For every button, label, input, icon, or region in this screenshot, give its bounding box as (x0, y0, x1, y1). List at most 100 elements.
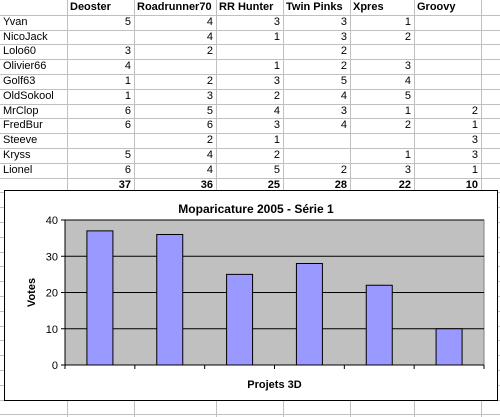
voter-name-cell[interactable]: Steeve (3, 134, 38, 146)
vote-cell[interactable]: 5 (273, 164, 280, 176)
vote-cell[interactable]: 3 (340, 16, 347, 28)
vote-cell[interactable]: 3 (471, 149, 478, 161)
voter-name-cell[interactable]: OldSokool (3, 90, 54, 102)
vote-cell[interactable]: 2 (206, 75, 213, 87)
vote-cell[interactable]: 4 (340, 90, 347, 102)
vote-cell[interactable]: 4 (273, 105, 280, 117)
column-header-cell[interactable]: Xpres (353, 1, 384, 13)
vote-cell[interactable]: 4 (206, 31, 213, 43)
total-cell[interactable]: 10 (465, 179, 478, 191)
vote-cell[interactable]: 6 (124, 105, 131, 117)
vote-cell[interactable]: 4 (124, 60, 131, 72)
vote-cell[interactable]: 2 (273, 90, 280, 102)
vote-cell[interactable]: 2 (340, 60, 347, 72)
vote-cell[interactable]: 1 (404, 149, 411, 161)
vote-cell[interactable] (414, 59, 481, 74)
bar-chart: Moparicature 2005 - Série 1 0 10 20 30 40 Proj… (26, 202, 485, 391)
column-header-cell[interactable]: Roadrunner70 (137, 1, 212, 13)
vote-cell[interactable]: 5 (124, 149, 131, 161)
vote-cell[interactable]: 1 (404, 16, 411, 28)
vote-cell[interactable]: 5 (124, 16, 131, 28)
vote-cell[interactable]: 1 (124, 75, 131, 87)
vote-cell[interactable]: 4 (206, 149, 213, 161)
voter-name-cell[interactable]: Olivier66 (3, 60, 47, 72)
total-cell[interactable]: 36 (200, 179, 213, 191)
vote-cell[interactable]: 3 (273, 119, 280, 131)
vote-cell[interactable] (283, 133, 350, 148)
vote-cell[interactable]: 5 (340, 75, 347, 87)
vote-cell[interactable]: 3 (471, 134, 478, 146)
vote-cell[interactable]: 6 (206, 119, 213, 131)
row-gridline (0, 118, 500, 119)
vote-cell[interactable]: 2 (404, 119, 411, 131)
vote-cell[interactable]: 5 (206, 105, 213, 117)
bar-groovy (435, 328, 463, 366)
vote-cell[interactable]: 2 (340, 45, 347, 57)
vote-cell[interactable]: 4 (340, 119, 347, 131)
voter-name-cell[interactable]: Golf63 (3, 75, 36, 87)
vote-cell[interactable]: 4 (404, 75, 411, 87)
row-gridline (0, 59, 500, 60)
total-cell[interactable]: 25 (267, 179, 280, 191)
vote-cell[interactable] (134, 59, 216, 74)
vote-cell[interactable]: 2 (404, 31, 411, 43)
vote-cell[interactable] (414, 44, 481, 59)
vote-cell[interactable]: 1 (273, 134, 280, 146)
vote-cell[interactable] (283, 148, 350, 163)
column-header-cell[interactable]: Deoster (70, 1, 111, 13)
vote-cell[interactable]: 2 (206, 45, 213, 57)
voter-name-cell[interactable]: Kryss (3, 149, 31, 161)
vote-cell[interactable] (414, 89, 481, 104)
vote-cell[interactable]: 1 (124, 90, 131, 102)
vote-cell[interactable]: 2 (471, 105, 478, 117)
voter-name-cell[interactable]: Yvan (3, 16, 28, 28)
chart-title: Moparicature 2005 - Série 1 (178, 202, 334, 216)
voter-name-cell[interactable]: FredBur (3, 119, 43, 131)
vote-cell[interactable]: 1 (471, 164, 478, 176)
total-cell[interactable]: 22 (398, 179, 411, 191)
vote-cell[interactable]: 3 (124, 45, 131, 57)
vote-cell[interactable]: 2 (206, 134, 213, 146)
row-gridline (0, 414, 500, 415)
vote-cell[interactable] (67, 30, 134, 45)
vote-cell[interactable]: 3 (340, 31, 347, 43)
vote-cell[interactable]: 3 (404, 164, 411, 176)
vote-cell[interactable] (216, 44, 283, 59)
vote-cell[interactable] (414, 15, 481, 30)
vote-cell[interactable]: 3 (404, 60, 411, 72)
voter-name-cell[interactable]: Lionel (3, 164, 33, 176)
voter-name-cell[interactable]: NicoJack (3, 31, 48, 43)
vote-cell[interactable]: 3 (340, 105, 347, 117)
vote-cell[interactable]: 4 (206, 164, 213, 176)
total-cell[interactable]: 28 (334, 179, 347, 191)
vote-cell[interactable]: 2 (340, 164, 347, 176)
vote-cell[interactable]: 4 (206, 16, 213, 28)
vote-cell[interactable]: 3 (206, 90, 213, 102)
vote-cell[interactable]: 5 (404, 90, 411, 102)
vote-cell[interactable]: 2 (273, 149, 280, 161)
voter-name-cell[interactable]: MrClop (3, 105, 39, 117)
row-gridline (0, 104, 500, 105)
vote-cell[interactable]: 6 (124, 164, 131, 176)
y-tick-label: 10 (46, 324, 58, 336)
total-cell[interactable]: 37 (118, 179, 131, 191)
vote-cell[interactable] (414, 30, 481, 45)
column-header-cell[interactable]: Groovy (417, 1, 456, 13)
bar-deoster (86, 230, 114, 366)
vote-cell[interactable]: 1 (273, 60, 280, 72)
vote-cell[interactable]: 1 (471, 119, 478, 131)
voter-name-cell[interactable]: Lolo60 (3, 45, 37, 57)
column-header-cell[interactable]: Twin Pinks (286, 1, 343, 13)
vote-cell[interactable]: 1 (273, 31, 280, 43)
vote-cell[interactable]: 6 (124, 119, 131, 131)
vote-cell[interactable] (350, 44, 414, 59)
embedded-chart[interactable]: Moparicature 2005 - Série 1 0 10 20 30 40 Proj… (4, 190, 498, 401)
column-header-cell[interactable]: RR Hunter (219, 1, 274, 13)
row-gridline (0, 15, 500, 16)
vote-cell[interactable] (350, 133, 414, 148)
vote-cell[interactable] (414, 74, 481, 89)
vote-cell[interactable]: 1 (404, 105, 411, 117)
vote-cell[interactable] (67, 133, 134, 148)
vote-cell[interactable]: 3 (273, 16, 280, 28)
vote-cell[interactable]: 3 (273, 75, 280, 87)
